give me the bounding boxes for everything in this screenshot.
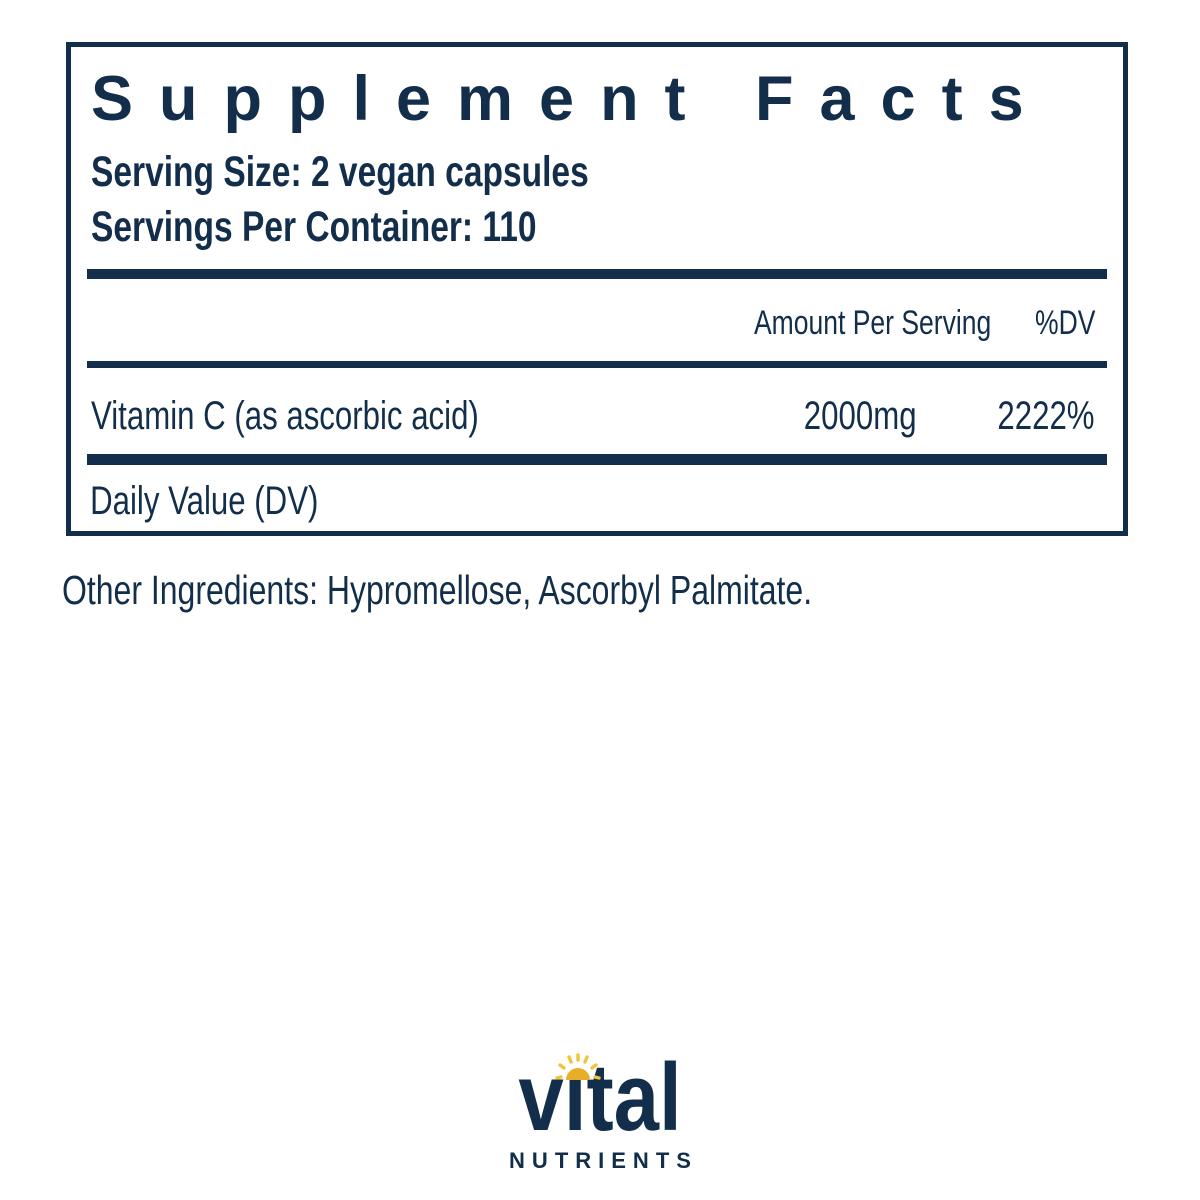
brand-wordmark: vıtal NUTRIENTS <box>502 1050 698 1174</box>
serving-size-line: Serving Size: 2 vegan capsules <box>91 145 1107 200</box>
ingredient-name: Vitamin C (as ascorbic acid) <box>91 394 479 439</box>
servings-per-container-line: Servings Per Container: 110 <box>91 200 1107 255</box>
serving-size-text: Serving Size: 2 vegan capsules <box>91 148 589 197</box>
amount-per-serving-header: Amount Per Serving <box>753 304 992 343</box>
daily-value-footnote: Daily Value (DV) <box>90 479 319 524</box>
divider-thick-top <box>87 269 1107 280</box>
table-row: Vitamin C (as ascorbic acid) 2000mg 2222… <box>87 392 1107 440</box>
brand-subtext: NUTRIENTS <box>509 1148 698 1173</box>
servings-per-container-text: Servings Per Container: 110 <box>91 203 537 252</box>
other-ingredients: Other Ingredients: Hypromellose, Ascorby… <box>62 567 813 613</box>
ingredient-amount: 2000mg <box>804 394 917 439</box>
supplement-facts-panel: Supplement Facts Serving Size: 2 vegan c… <box>66 42 1128 536</box>
dv-header: %DV <box>1034 304 1095 343</box>
divider-thin <box>87 361 1107 369</box>
table-header-row: Amount Per Serving %DV <box>87 301 1107 345</box>
supplement-facts-title: Supplement Facts <box>91 64 1050 134</box>
sun-rays-icon <box>555 1053 601 1080</box>
divider-thick-bottom <box>87 454 1107 466</box>
ingredient-dv: 2222% <box>997 394 1095 439</box>
serving-info: Serving Size: 2 vegan capsules Servings … <box>91 145 1107 255</box>
brand-name: vıtal <box>518 1044 682 1151</box>
brand-logo: vıtal NUTRIENTS <box>0 1050 1200 1174</box>
